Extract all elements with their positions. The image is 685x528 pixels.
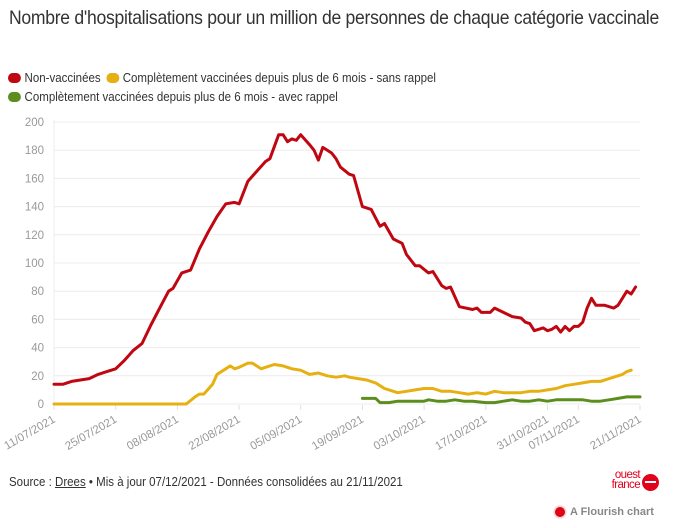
ouest-france-logo[interactable]: ouest france <box>596 469 662 495</box>
legend-label: Non-vaccinées <box>24 70 101 85</box>
y-tick-label: 100 <box>25 258 44 270</box>
series-line-2[interactable] <box>360 395 642 405</box>
legend: Non-vaccinées Complètement vaccinées dep… <box>8 68 670 106</box>
series-line-1[interactable] <box>52 361 633 406</box>
y-tick-label: 180 <box>25 145 44 157</box>
y-tick-label: 20 <box>31 371 44 383</box>
chart-title: Nombre d'hospitalisations pour un millio… <box>9 7 659 29</box>
source-prefix: Source : <box>9 475 56 489</box>
y-tick-label: 80 <box>31 286 44 298</box>
x-tick-label: 05/09/2021 <box>248 414 304 453</box>
y-axis: 0 20 40 60 80 100 120 140 160 180 200 <box>25 117 44 411</box>
logo-line1: ouest <box>614 469 641 481</box>
flourish-credit[interactable]: A Flourish chart <box>555 506 654 518</box>
source-link[interactable]: Drees <box>55 475 86 489</box>
x-tick-label: 19/09/2021 <box>310 414 366 453</box>
legend-label: Complètement vaccinées depuis plus de 6 … <box>24 89 338 104</box>
flourish-icon <box>555 507 565 517</box>
line-chart: 0 20 40 60 80 100 120 140 160 180 200 11/07/2021 25… <box>2 117 644 453</box>
series-lines <box>52 133 642 406</box>
y-tick-label: 140 <box>25 202 44 214</box>
y-tick-label: 200 <box>25 117 44 129</box>
grid <box>53 120 640 410</box>
logo-circle-icon <box>642 474 659 491</box>
y-tick-label: 60 <box>31 314 44 326</box>
x-tick-label: 03/10/2021 <box>372 414 428 453</box>
footer-source: Source : Drees • Mis à jour 07/12/2021 -… <box>9 475 561 489</box>
y-tick-label: 160 <box>25 173 44 185</box>
legend-item-non-vaccinees[interactable]: Non-vaccinées <box>8 71 101 85</box>
legend-swatch-sans-rappel <box>106 72 120 83</box>
source-suffix: • Mis à jour 07/12/2021 - Données consol… <box>85 475 403 489</box>
y-tick-label: 0 <box>38 399 44 411</box>
x-tick-label: 11/07/2021 <box>2 414 57 453</box>
flourish-label: A Flourish chart <box>570 506 654 518</box>
legend-swatch-non-vaccinees <box>8 72 21 83</box>
y-tick-label: 120 <box>25 230 44 242</box>
x-tick-label: 17/10/2021 <box>433 414 489 453</box>
legend-swatch-avec-rappel <box>8 91 21 102</box>
logo-line2: france <box>611 478 641 491</box>
x-tick-label: 08/08/2021 <box>125 414 181 453</box>
series-line-0[interactable] <box>52 133 638 386</box>
legend-item-avec-rappel[interactable]: Complètement vaccinées depuis plus de 6 … <box>8 90 338 104</box>
x-tick-label: 21/11/2021 <box>588 414 643 453</box>
y-tick-label: 40 <box>31 343 44 355</box>
x-axis: 11/07/2021 25/07/2021 08/08/2021 22/08/2021… <box>2 405 644 453</box>
legend-label: Complètement vaccinées depuis plus de 6 … <box>122 70 436 85</box>
x-tick-label: 25/07/2021 <box>63 414 119 453</box>
legend-item-sans-rappel[interactable]: Complètement vaccinées depuis plus de 6 … <box>106 71 436 85</box>
x-tick-label: 22/08/2021 <box>187 414 243 453</box>
